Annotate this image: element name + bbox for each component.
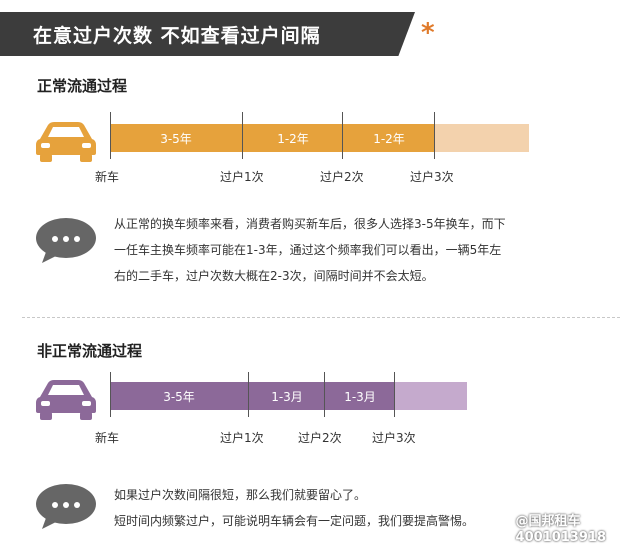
description-line: 一任车主换车频率可能在1-3年，通过这个频率我们可以看出，一辆5年左 xyxy=(114,243,502,257)
car-icon-normal xyxy=(36,122,96,162)
section-divider xyxy=(22,317,620,318)
watermark-line: 4001013918 xyxy=(515,530,606,545)
tick-label: 过户3次 xyxy=(410,170,454,184)
abnormal-section-title: 非正常流通过程 xyxy=(37,342,143,360)
timeline-segment: 1-3月 xyxy=(324,382,395,410)
timeline-future-segment xyxy=(434,124,529,152)
timeline-future-segment xyxy=(394,382,467,410)
timeline-tick xyxy=(110,112,111,159)
description-line: 从正常的换车频率来看，消费者购买新车后，很多人选择3-5年换车，而下 xyxy=(114,217,506,231)
timeline-tick xyxy=(324,372,325,417)
timeline-tick xyxy=(342,112,343,159)
timeline-segment: 3-5年 xyxy=(110,124,242,152)
car-icon-abnormal xyxy=(36,380,96,420)
normal-timeline: 3-5年 1-2年 1-2年 xyxy=(110,124,529,152)
timeline-segment: 3-5年 xyxy=(110,382,248,410)
timeline-tick xyxy=(242,112,243,159)
normal-section-title: 正常流通过程 xyxy=(37,77,128,95)
timeline-tick xyxy=(434,112,435,159)
tick-label: 过户1次 xyxy=(220,170,264,184)
normal-description: 从正常的换车频率来看，消费者购买新车后，很多人选择3-5年换车，而下 一任车主换… xyxy=(114,211,608,289)
tick-label: 新车 xyxy=(95,431,120,445)
tick-label: 过户2次 xyxy=(298,431,342,445)
timeline-segment: 1-2年 xyxy=(242,124,343,152)
abnormal-description: 如果过户次数间隔很短，那么我们就要留心了。 短时间内频繁过户，可能说明车辆会有一… xyxy=(114,482,594,534)
page-title: 在意过户次数 不如查看过户间隔 xyxy=(33,25,321,47)
header-banner xyxy=(0,12,415,56)
tick-label: 过户2次 xyxy=(320,170,364,184)
timeline-tick xyxy=(394,372,395,417)
tick-label: 过户1次 xyxy=(220,431,264,445)
timeline-tick xyxy=(110,372,111,417)
watermark-line: @国邦租车 xyxy=(515,514,581,529)
timeline-segment: 1-2年 xyxy=(342,124,435,152)
asterisk-mark: * xyxy=(421,18,435,48)
description-line: 如果过户次数间隔很短，那么我们就要留心了。 xyxy=(114,488,367,502)
speech-bubble-icon xyxy=(36,484,96,529)
description-line: 右的二手车，过户次数大概在2-3次，间隔时间并不会太短。 xyxy=(114,269,434,283)
timeline-segment: 1-3月 xyxy=(248,382,325,410)
timeline-tick xyxy=(248,372,249,417)
tick-label: 过户3次 xyxy=(372,431,416,445)
speech-bubble-icon xyxy=(36,218,96,263)
description-line: 短时间内频繁过户，可能说明车辆会有一定问题，我们要提高警惕。 xyxy=(114,514,475,528)
tick-label: 新车 xyxy=(95,170,120,184)
abnormal-timeline: 3-5年 1-3月 1-3月 xyxy=(110,382,467,410)
watermark: @国邦租车 4001013918 xyxy=(516,514,606,546)
